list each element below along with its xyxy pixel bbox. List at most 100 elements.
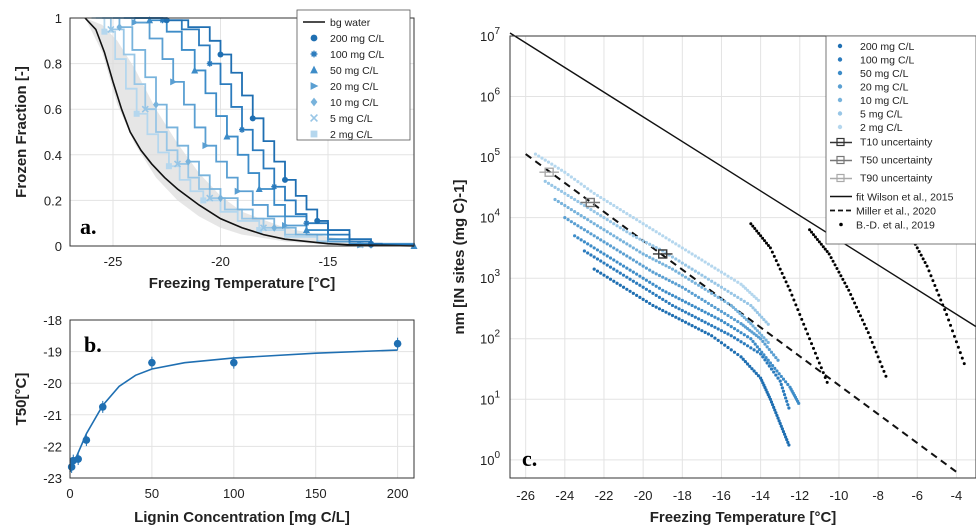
data-point xyxy=(303,220,310,227)
y-axis-label: Frozen Fraction [-] xyxy=(13,66,30,198)
data-point xyxy=(736,319,740,324)
data-point xyxy=(762,317,766,322)
data-point xyxy=(703,299,707,304)
data-point xyxy=(706,312,711,316)
x-tick-label: -26 xyxy=(516,488,535,503)
legend-entry: 50 mg C/L xyxy=(860,68,909,80)
data-point xyxy=(729,325,733,329)
data-point xyxy=(667,278,671,283)
plot-frame xyxy=(509,35,976,479)
data-point xyxy=(625,287,629,291)
data-point xyxy=(82,436,91,444)
data-point xyxy=(729,291,733,295)
data-point xyxy=(753,308,757,312)
data-point xyxy=(657,307,662,311)
data-point xyxy=(543,179,547,183)
data-point xyxy=(146,16,154,24)
data-point xyxy=(766,322,770,326)
data-point xyxy=(566,205,570,210)
data-point xyxy=(776,358,780,362)
data-point xyxy=(654,305,658,309)
data-point xyxy=(589,207,593,212)
data-point xyxy=(697,327,701,331)
reference-point xyxy=(841,277,845,281)
data-point xyxy=(745,301,750,306)
data-point xyxy=(576,199,580,204)
data-point xyxy=(755,310,759,315)
data-point xyxy=(745,362,750,366)
panel-label: b. xyxy=(84,332,102,357)
reference-point xyxy=(952,334,956,338)
legend-box xyxy=(296,9,411,141)
data-point xyxy=(706,332,711,336)
x-tick-label: -4 xyxy=(951,488,963,503)
data-point xyxy=(116,23,123,32)
data-point xyxy=(582,249,587,253)
data-point xyxy=(615,260,619,264)
data-point xyxy=(612,234,616,238)
series-line xyxy=(134,17,415,246)
data-point xyxy=(256,227,263,234)
data-point xyxy=(773,366,777,370)
data-point xyxy=(107,25,115,33)
reference-point xyxy=(921,257,925,261)
data-point xyxy=(756,298,761,302)
y-tick-label: -20 xyxy=(43,376,62,391)
legend-marker xyxy=(310,34,318,42)
data-point xyxy=(641,252,645,256)
legend-marker xyxy=(837,124,843,130)
data-point xyxy=(661,297,665,301)
data-point xyxy=(664,299,668,304)
data-point xyxy=(605,254,609,258)
data-point xyxy=(67,463,76,471)
reference-point xyxy=(808,337,812,341)
data-point xyxy=(648,268,652,272)
data-point xyxy=(664,277,668,281)
data-point xyxy=(693,269,697,273)
reference-point xyxy=(874,350,878,354)
data-point xyxy=(683,263,688,267)
data-point xyxy=(770,364,775,368)
data-point xyxy=(592,255,596,259)
reference-point xyxy=(780,271,784,275)
legend-entry: T10 uncertainty xyxy=(860,137,933,149)
data-point xyxy=(776,416,780,420)
data-point xyxy=(595,257,600,261)
reference-point xyxy=(941,303,945,307)
data-point xyxy=(752,348,756,352)
data-point xyxy=(599,250,603,254)
data-point xyxy=(625,266,629,270)
data-point xyxy=(648,242,652,246)
data-point xyxy=(271,183,278,190)
data-point xyxy=(586,242,590,246)
data-point xyxy=(723,287,727,291)
data-point xyxy=(628,214,632,218)
reference-point xyxy=(829,256,833,260)
legend-marker xyxy=(836,155,845,165)
data-point xyxy=(602,197,606,202)
reference-point xyxy=(825,250,829,254)
data-point xyxy=(774,411,778,415)
data-point xyxy=(615,248,619,252)
legend-entry: 2 mg C/L xyxy=(330,129,373,141)
data-point xyxy=(657,232,662,236)
data-point xyxy=(774,373,778,377)
plot-frame xyxy=(69,319,415,479)
reference-point xyxy=(806,332,810,336)
data-point xyxy=(752,294,756,298)
data-point xyxy=(751,324,755,328)
data-point xyxy=(729,334,733,338)
data-point xyxy=(700,273,704,277)
data-point xyxy=(683,300,688,304)
data-point xyxy=(716,327,720,331)
data-point xyxy=(546,181,551,185)
data-point xyxy=(625,254,629,258)
legend-entry: 200 mg C/L xyxy=(860,41,914,53)
data-point xyxy=(700,297,704,301)
data-point xyxy=(683,287,688,291)
reference-point xyxy=(927,269,931,273)
y-tick-label: 100 xyxy=(480,450,500,468)
data-point xyxy=(743,286,747,290)
y-tick-label: -18 xyxy=(43,313,62,328)
reference-point xyxy=(864,326,868,330)
